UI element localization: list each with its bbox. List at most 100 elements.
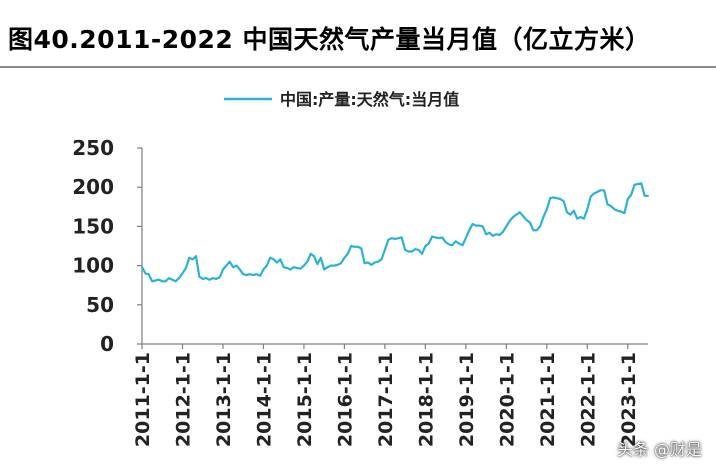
data-point: [259, 274, 261, 277]
y-tick-label: 0: [100, 332, 114, 356]
data-point: [161, 280, 164, 283]
data-point: [282, 266, 285, 269]
y-axis: 0 50 100 150 200 250: [72, 136, 143, 356]
data-point: [272, 258, 275, 261]
data-point: [630, 194, 632, 196]
data-point: [232, 266, 235, 269]
data-point: [303, 264, 305, 267]
data-point: [390, 237, 393, 240]
data-point: [576, 217, 579, 220]
data-point: [572, 209, 575, 212]
y-tick-label: 200: [72, 175, 114, 199]
data-point: [377, 260, 379, 263]
data-point: [421, 252, 423, 255]
data-point: [151, 280, 154, 283]
data-point: [495, 233, 498, 236]
x-tick-label: 2013-1-1: [213, 352, 235, 447]
data-point: [201, 278, 204, 280]
data-point: [242, 273, 245, 276]
data-point: [647, 194, 649, 197]
data-point: [589, 195, 592, 198]
data-point: [633, 183, 636, 186]
data-point: [174, 280, 177, 283]
data-point: [397, 237, 400, 240]
data-point: [178, 277, 181, 279]
data-point: [468, 229, 471, 232]
data-point: [384, 249, 386, 251]
data-point: [545, 208, 548, 211]
data-point: [225, 264, 228, 267]
data-point: [441, 236, 444, 239]
data-point: [262, 268, 265, 271]
data-point: [623, 212, 626, 215]
data-point: [309, 252, 312, 255]
data-point: [191, 258, 194, 261]
data-point: [478, 224, 481, 227]
data-point: [610, 205, 612, 207]
data-point: [188, 256, 191, 259]
data-point: [154, 279, 157, 282]
data-point: [387, 238, 390, 241]
data-point: [296, 267, 299, 269]
data-point: [346, 252, 349, 255]
data-point: [626, 198, 629, 200]
data-point: [357, 245, 359, 248]
data-point: [502, 231, 504, 233]
data-point: [448, 243, 450, 246]
data-point: [606, 203, 609, 206]
data-point: [637, 183, 639, 186]
legend: 中国:产量:天然气:当月值: [224, 90, 459, 109]
data-point: [360, 247, 363, 250]
data-point: [444, 241, 447, 244]
data-point: [522, 215, 525, 218]
data-point: [208, 278, 211, 281]
data-point: [265, 264, 268, 267]
data-point: [326, 266, 329, 269]
data-point: [215, 278, 218, 280]
x-tick-label: 2019-1-1: [456, 352, 478, 447]
data-point: [562, 200, 565, 203]
series-group: [141, 182, 649, 283]
data-point: [316, 263, 319, 265]
data-point: [532, 229, 535, 232]
data-point: [579, 216, 582, 218]
data-point: [400, 236, 403, 239]
x-tick-label: 2015-1-1: [294, 352, 316, 447]
data-point: [549, 197, 552, 200]
data-point: [593, 192, 595, 195]
data-point: [613, 208, 616, 211]
data-point: [535, 229, 538, 232]
data-point: [249, 273, 251, 276]
x-tick-label: 2023-1-1: [618, 352, 640, 447]
data-point: [586, 208, 589, 211]
data-point: [569, 213, 572, 216]
data-point: [367, 261, 369, 264]
data-point: [488, 231, 491, 234]
title-divider: [0, 66, 716, 68]
x-tick-label: 2018-1-1: [415, 352, 437, 447]
data-point: [168, 277, 170, 279]
data-point: [306, 260, 309, 263]
data-point: [147, 273, 150, 276]
data-point: [508, 220, 511, 222]
data-point: [427, 242, 430, 245]
watermark: 头条 @财是: [616, 440, 702, 459]
data-point: [171, 278, 174, 281]
data-point: [596, 191, 599, 193]
data-point: [141, 266, 143, 269]
y-tick-label: 150: [72, 214, 114, 238]
data-point: [414, 248, 417, 251]
data-point: [475, 224, 477, 227]
data-point: [238, 268, 241, 271]
data-point: [566, 211, 568, 214]
data-point: [340, 262, 342, 265]
data-point: [279, 258, 282, 261]
data-point: [336, 263, 339, 266]
y-tick-label: 250: [72, 136, 114, 160]
x-tick-label: 2014-1-1: [253, 352, 275, 447]
x-tick-label: 2017-1-1: [375, 352, 397, 447]
data-point: [599, 189, 602, 192]
x-tick-label: 2020-1-1: [496, 352, 518, 447]
data-point: [512, 216, 514, 218]
